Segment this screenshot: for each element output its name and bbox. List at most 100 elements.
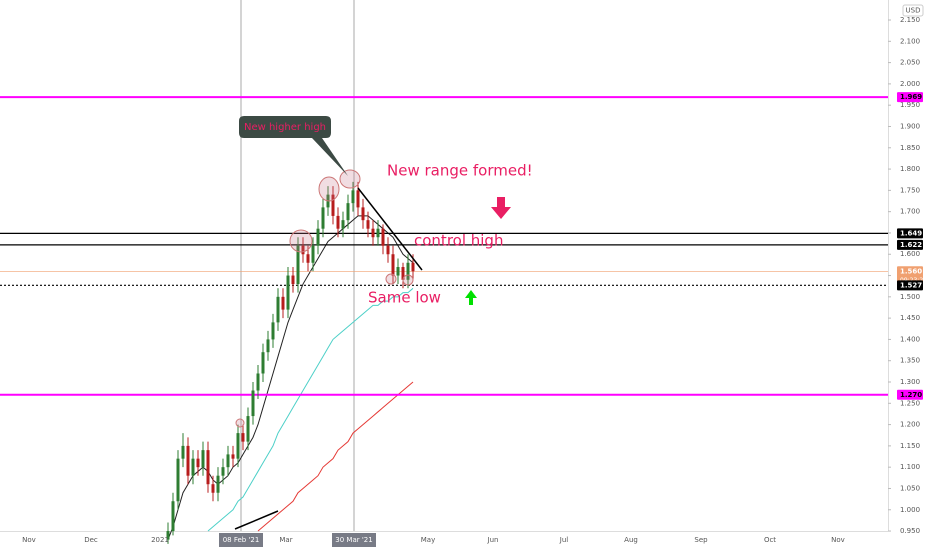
annotation: control high	[414, 232, 503, 250]
candle-body	[216, 475, 220, 493]
candle-body	[301, 245, 305, 255]
candle-body	[221, 467, 225, 476]
price-label: 1.622	[900, 241, 922, 249]
candle-body	[201, 450, 205, 468]
candle-body	[296, 245, 300, 285]
candle-body	[396, 267, 400, 276]
candles	[166, 181, 415, 544]
trendline	[234, 510, 279, 530]
candle-body	[246, 416, 250, 442]
y-tick-label: 1.200	[900, 421, 920, 429]
price-lines	[0, 96, 888, 396]
up-arrow	[465, 290, 477, 305]
candle-body	[271, 322, 275, 340]
x-tick-label: Dec	[84, 536, 98, 544]
candle-body	[401, 267, 405, 280]
price-label: 1.969	[900, 93, 922, 101]
y-tick-label: 0.950	[900, 527, 920, 535]
y-tick-label: 2.150	[900, 16, 920, 24]
price-label: 1.527	[900, 281, 922, 289]
candle-body	[316, 228, 320, 246]
marker-ellipse	[235, 418, 245, 428]
y-tick-label: 1.000	[900, 506, 920, 514]
crosshair-date: 08 Feb '21	[223, 536, 260, 544]
candle-body	[336, 215, 340, 229]
y-tick-label: 1.750	[900, 186, 920, 194]
candle-body	[411, 262, 415, 272]
candle-body	[261, 352, 265, 374]
candle-body	[341, 220, 345, 229]
marker-ellipse	[402, 274, 414, 286]
candle-body	[311, 245, 315, 263]
price-label-box	[897, 239, 923, 250]
y-tick-label: 1.700	[900, 208, 920, 216]
y-tick-label: 2.100	[900, 37, 920, 45]
marker-ellipse	[385, 273, 397, 285]
y-tick-label: 1.250	[900, 399, 920, 407]
candle-body	[196, 458, 200, 468]
candle-body	[386, 245, 390, 255]
price-label-box	[897, 280, 923, 291]
candle-body	[281, 296, 285, 310]
candle-body	[186, 445, 190, 476]
candle-body	[306, 254, 310, 263]
candle-body	[171, 501, 175, 532]
candle-body	[276, 296, 280, 323]
candle-body	[376, 228, 380, 238]
y-tick-label: 2.050	[900, 59, 920, 67]
y-tick-label: 1.450	[900, 314, 920, 322]
candle-body	[191, 458, 195, 476]
y-tick-label: 1.300	[900, 378, 920, 386]
marker-ellipse	[339, 169, 361, 189]
moving-average	[257, 381, 414, 532]
x-tick-label: Aug	[624, 536, 638, 544]
candle-body	[356, 190, 360, 208]
candle-body	[406, 262, 410, 280]
candle-body	[366, 220, 370, 229]
candle-body	[346, 203, 350, 221]
currency: USD	[906, 7, 921, 15]
candle-body	[371, 228, 375, 238]
annotation: Same low	[368, 289, 441, 307]
x-tick-label: Nov	[22, 536, 36, 544]
price-label-box	[897, 92, 923, 103]
currency-badge	[902, 4, 924, 17]
y-tick-label: 1.950	[900, 101, 920, 109]
candle-body	[286, 275, 290, 310]
y-tick-label: 1.600	[900, 250, 920, 258]
candle-body	[331, 194, 335, 216]
callout	[239, 116, 348, 176]
callout-text: New higher high	[244, 122, 326, 133]
y-tick-label: 1.500	[900, 293, 920, 301]
candle-body	[206, 450, 210, 485]
y-tick-label: 1.350	[900, 357, 920, 365]
marker-ellipse	[318, 176, 340, 202]
x-tick-label: Oct	[764, 536, 776, 544]
marker-ellipse	[289, 229, 313, 253]
price-axis: 0.950 1.000 1.050 1.100 1.150 1.200 1.250 1.300…	[888, 16, 927, 535]
crosshair-date-box	[332, 533, 376, 547]
candle-body	[251, 390, 255, 417]
candle-body	[181, 445, 185, 459]
candle-body	[256, 373, 260, 391]
x-tick-label: Jul	[559, 536, 569, 544]
down-arrow	[491, 197, 511, 219]
candle-body	[381, 228, 385, 246]
candle-body	[236, 433, 240, 459]
candle-body	[211, 484, 215, 493]
candle-body	[321, 207, 325, 229]
y-tick-label: 1.150	[900, 442, 920, 450]
y-tick-label: 1.850	[900, 144, 920, 152]
x-tick-label: Nov	[831, 536, 845, 544]
candle-body	[266, 339, 270, 353]
crosshair-date: 30 Mar '21	[335, 536, 372, 544]
candle-body	[391, 254, 395, 276]
annotation: New range formed!	[387, 162, 533, 180]
candle-body	[226, 454, 230, 468]
countdown: 09:23:23	[900, 277, 927, 284]
candle-body	[361, 207, 365, 221]
y-tick-label: 1.050	[900, 484, 920, 492]
